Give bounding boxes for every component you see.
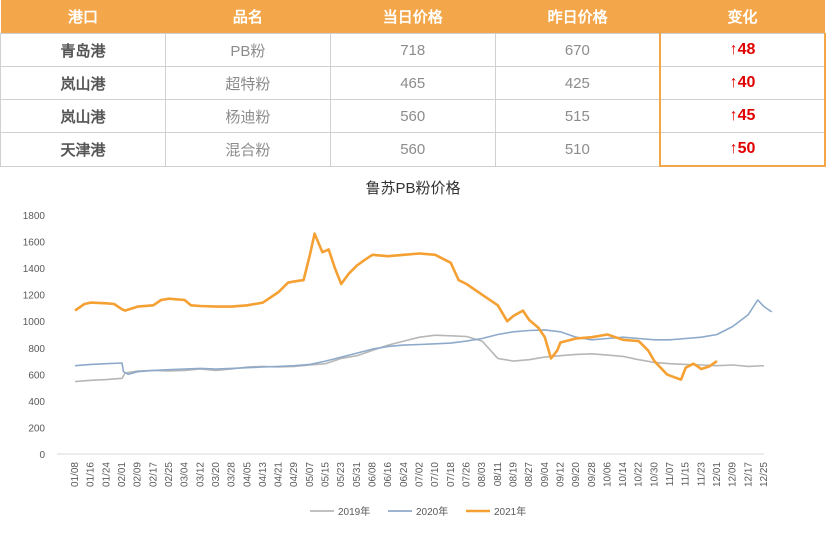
table-row: 青岛港 PB粉 718 670 ↑48 — [0, 33, 826, 67]
x-tick-label: 11/15 — [681, 462, 692, 487]
y-tick-label: 600 — [28, 370, 45, 381]
header-today-price: 当日价格 — [330, 0, 496, 34]
cell-today-price: 560 — [329, 132, 496, 167]
cell-change: ↑40 — [659, 66, 826, 100]
table-row: 岚山港 超特粉 465 425 ↑40 — [0, 66, 826, 100]
x-tick-label: 02/25 — [164, 462, 175, 487]
price-chart: 鲁苏PB粉价格 0 200 400 600 800 1000 1200 1400 1600 180… — [0, 166, 826, 529]
cell-port: 天津港 — [0, 132, 166, 167]
x-tick-label: 09/04 — [540, 462, 551, 487]
x-tick-label: 06/24 — [399, 462, 410, 487]
x-tick-label: 02/17 — [148, 462, 159, 487]
legend-label: 2021年 — [494, 505, 526, 518]
x-tick-label: 01/08 — [70, 462, 81, 487]
x-tick-label: 07/26 — [461, 462, 472, 487]
x-tick-label: 12/01 — [712, 462, 723, 487]
y-tick-label: 1600 — [23, 238, 46, 249]
cell-yesterday-price: 425 — [494, 66, 661, 100]
y-tick-label: 1400 — [23, 264, 46, 275]
cell-change: ↑45 — [659, 99, 826, 133]
header-product: 品名 — [165, 0, 331, 34]
price-table: 港口 品名 当日价格 昨日价格 变化 青岛港 PB粉 718 670 ↑48 岚… — [0, 0, 826, 167]
table-header-row: 港口 品名 当日价格 昨日价格 变化 — [0, 0, 825, 34]
x-tick-label: 03/12 — [195, 462, 206, 487]
x-tick-label: 09/12 — [555, 462, 566, 487]
x-tick-label: 05/15 — [321, 462, 332, 487]
header-port: 港口 — [0, 0, 166, 34]
cell-change: ↑50 — [659, 132, 826, 167]
header-change: 变化 — [660, 0, 825, 34]
y-tick-label: 400 — [28, 397, 45, 408]
x-tick-label: 10/06 — [602, 462, 613, 487]
cell-product: 超特粉 — [164, 66, 331, 100]
x-tick-label: 09/20 — [571, 462, 582, 487]
y-tick-label: 0 — [39, 450, 45, 461]
chart-title: 鲁苏PB粉价格 — [365, 180, 460, 197]
series-line-1 — [74, 334, 765, 383]
chart-svg: 鲁苏PB粉价格 0 200 400 600 800 1000 1200 1400 1600 180… — [23, 180, 773, 518]
y-tick-label: 1200 — [23, 291, 46, 302]
y-tick-label: 1000 — [23, 317, 46, 328]
x-tick-label: 04/05 — [242, 462, 253, 487]
cell-yesterday-price: 515 — [494, 99, 661, 133]
cell-yesterday-price: 670 — [494, 33, 661, 67]
x-tick-label: 10/30 — [649, 462, 660, 487]
cell-port: 青岛港 — [0, 33, 166, 67]
x-tick-label: 12/25 — [759, 462, 770, 487]
x-tick-label: 10/22 — [634, 462, 645, 487]
table-row: 天津港 混合粉 560 510 ↑50 — [0, 132, 826, 167]
x-tick-label: 11/23 — [696, 462, 707, 487]
x-tick-label: 08/11 — [493, 462, 504, 487]
series-line-2 — [74, 299, 773, 376]
x-tick-label: 07/02 — [415, 462, 426, 487]
cell-change: ↑48 — [659, 33, 826, 67]
x-tick-label: 12/09 — [728, 462, 739, 487]
cell-product: 混合粉 — [164, 132, 331, 167]
x-tick-label: 05/07 — [305, 462, 316, 487]
table-row: 岚山港 杨迪粉 560 515 ↑45 — [0, 99, 826, 133]
y-tick-label: 200 — [28, 423, 45, 434]
cell-today-price: 718 — [329, 33, 496, 67]
x-tick-label: 02/01 — [117, 462, 128, 487]
cell-today-price: 560 — [329, 99, 496, 133]
x-tick-label: 12/17 — [743, 462, 754, 487]
x-tick-label: 08/27 — [524, 462, 535, 487]
x-tick-label: 03/20 — [211, 462, 222, 487]
x-tick-label: 08/03 — [477, 462, 488, 487]
cell-port: 岚山港 — [0, 66, 166, 100]
series-line-3 — [74, 232, 718, 381]
x-tick-label: 11/07 — [665, 462, 676, 487]
y-tick-label: 800 — [28, 344, 45, 355]
legend-label: 2020年 — [416, 505, 448, 518]
x-tick-label: 10/14 — [618, 462, 629, 487]
x-tick-label: 03/04 — [180, 462, 191, 487]
y-tick-label: 1800 — [23, 211, 46, 222]
x-tick-label: 06/16 — [383, 462, 394, 487]
x-tick-label: 04/13 — [258, 462, 269, 487]
x-tick-label: 04/21 — [274, 462, 285, 487]
x-tick-label: 05/23 — [336, 462, 347, 487]
x-tick-label: 02/09 — [133, 462, 144, 487]
cell-product: 杨迪粉 — [164, 99, 331, 133]
x-tick-label: 09/28 — [587, 462, 598, 487]
x-tick-label: 05/31 — [352, 462, 363, 487]
x-tick-label: 04/29 — [289, 462, 300, 487]
cell-today-price: 465 — [329, 66, 496, 100]
header-yesterday-price: 昨日价格 — [495, 0, 661, 34]
cell-product: PB粉 — [164, 33, 331, 67]
legend-label: 2019年 — [338, 505, 370, 518]
cell-port: 岚山港 — [0, 99, 166, 133]
cell-yesterday-price: 510 — [494, 132, 661, 167]
x-tick-label: 07/18 — [446, 462, 457, 487]
x-tick-label: 08/19 — [508, 462, 519, 487]
x-tick-label: 06/08 — [368, 462, 379, 487]
x-tick-label: 01/24 — [101, 462, 112, 487]
x-tick-label: 03/28 — [227, 462, 238, 487]
x-tick-label: 01/16 — [86, 462, 97, 487]
x-tick-label: 07/10 — [430, 462, 441, 487]
